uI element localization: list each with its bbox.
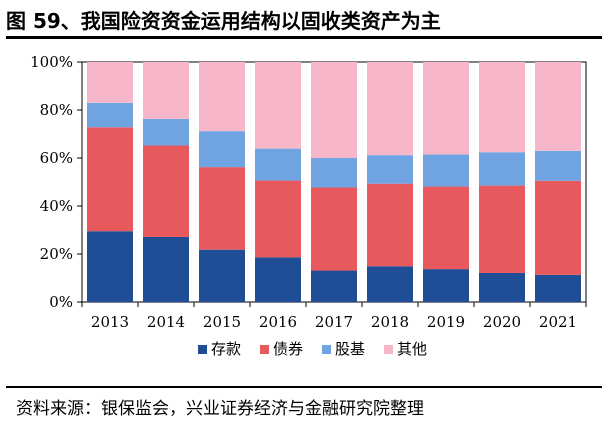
bar-2013-series-1 bbox=[87, 127, 133, 232]
bar-2014-series-1 bbox=[143, 145, 189, 237]
bar-2021-series-2 bbox=[535, 150, 581, 181]
bar-2019-series-3 bbox=[423, 62, 469, 155]
legend-swatch-3 bbox=[384, 345, 393, 354]
x-tick-label: 2020 bbox=[483, 313, 521, 331]
y-tick-label: 0% bbox=[49, 293, 73, 311]
source-rule bbox=[6, 386, 602, 388]
stacked-bar-chart: 0%20%40%60%80%100% 2013 2014 2015 2016 2017 2… bbox=[30, 53, 587, 358]
bar-2016-series-3 bbox=[255, 62, 301, 149]
bar-2019-series-2 bbox=[423, 154, 469, 187]
bar-2015-series-0 bbox=[199, 249, 245, 302]
bar-2018-series-0 bbox=[367, 266, 413, 302]
legend-label-2: 股基 bbox=[335, 340, 365, 358]
figure-title: 图 59、我国险资资金运用结构以固收类资产为主 bbox=[6, 9, 441, 33]
bar-2020-series-1 bbox=[479, 185, 525, 273]
bar-2017-series-3 bbox=[311, 62, 357, 158]
bar-2018-series-3 bbox=[367, 62, 413, 156]
bar-2013-series-2 bbox=[87, 102, 133, 128]
bar-2014-series-2 bbox=[143, 118, 189, 146]
bar-2013-series-0 bbox=[87, 231, 133, 302]
y-tick-label: 80% bbox=[40, 101, 73, 119]
bar-2021-series-3 bbox=[535, 62, 581, 151]
x-tick-label: 2015 bbox=[203, 313, 241, 331]
legend-label-1: 债券 bbox=[273, 340, 303, 358]
x-tick-label: 2021 bbox=[539, 313, 577, 331]
bar-2015-series-1 bbox=[199, 167, 245, 250]
legend-swatch-2 bbox=[322, 345, 331, 354]
y-tick-label: 100% bbox=[30, 53, 73, 71]
legend: 存款 债券 股基 其他 bbox=[198, 340, 427, 358]
bar-2018-series-2 bbox=[367, 155, 413, 184]
bar-2019-series-1 bbox=[423, 186, 469, 270]
x-tick-label: 2019 bbox=[427, 313, 465, 331]
legend-swatch-1 bbox=[260, 345, 269, 354]
legend-label-0: 存款 bbox=[211, 340, 241, 358]
bar-2018-series-1 bbox=[367, 183, 413, 267]
y-tick-label: 20% bbox=[40, 245, 73, 263]
legend-swatch-0 bbox=[198, 345, 207, 354]
bar-2016-series-2 bbox=[255, 148, 301, 181]
title-rule bbox=[6, 36, 602, 39]
x-tick-label: 2017 bbox=[315, 313, 353, 331]
bar-2016-series-1 bbox=[255, 180, 301, 258]
source-note: 资料来源：银保监会，兴业证券经济与金融研究院整理 bbox=[16, 399, 424, 419]
y-tick-label: 60% bbox=[40, 149, 73, 167]
bar-2015-series-3 bbox=[199, 62, 245, 132]
bar-2019-series-0 bbox=[423, 269, 469, 302]
bar-2013-series-3 bbox=[87, 62, 133, 103]
bar-2020-series-2 bbox=[479, 152, 525, 186]
x-axis-ticks: 2013 2014 2015 2016 2017 2018 2019 2020 2021 bbox=[81, 302, 587, 331]
bar-2021-series-1 bbox=[535, 180, 581, 275]
bar-2014-series-0 bbox=[143, 236, 189, 302]
bar-2021-series-0 bbox=[535, 274, 581, 302]
bar-2020-series-0 bbox=[479, 272, 525, 302]
bars bbox=[87, 62, 581, 302]
x-tick-label: 2018 bbox=[371, 313, 409, 331]
x-tick-label: 2014 bbox=[147, 313, 185, 331]
bar-2014-series-3 bbox=[143, 62, 189, 119]
bar-2020-series-3 bbox=[479, 62, 525, 153]
bar-2017-series-1 bbox=[311, 187, 357, 271]
bar-2015-series-2 bbox=[199, 131, 245, 168]
x-tick-label: 2016 bbox=[259, 313, 297, 331]
x-tick-label: 2013 bbox=[91, 313, 129, 331]
bar-2017-series-0 bbox=[311, 270, 357, 302]
bar-2017-series-2 bbox=[311, 158, 357, 188]
y-tick-label: 40% bbox=[40, 197, 73, 215]
bar-2016-series-0 bbox=[255, 257, 301, 302]
y-axis-ticks: 0% 20% 40% 60% 80% 100% bbox=[30, 53, 82, 311]
legend-label-3: 其他 bbox=[397, 340, 427, 358]
